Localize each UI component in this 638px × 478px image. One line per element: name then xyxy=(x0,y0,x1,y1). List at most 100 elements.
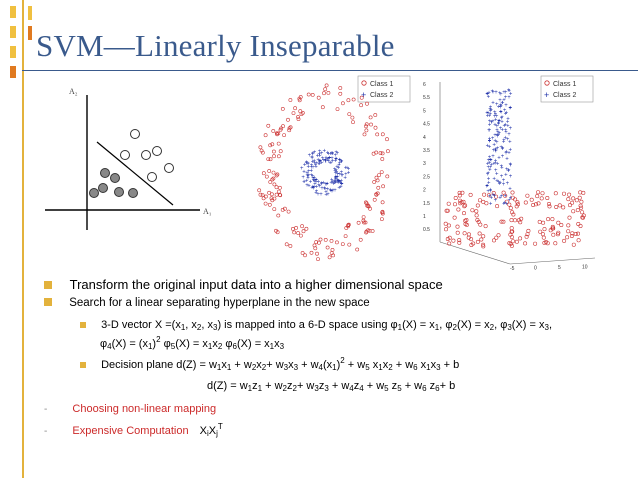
class2-point: + xyxy=(489,105,493,111)
class1-point xyxy=(266,157,271,162)
class1-point xyxy=(346,223,351,228)
class1-point xyxy=(547,204,552,209)
bullet-2: Search for a linear separating hyperplan… xyxy=(44,297,370,309)
class1-point xyxy=(478,222,483,227)
class2-point: + xyxy=(495,102,499,108)
class1-point xyxy=(540,191,545,196)
class2-point: + xyxy=(500,194,504,200)
class1-point xyxy=(258,145,263,150)
class2-point: + xyxy=(509,196,513,202)
class2-point: + xyxy=(340,182,344,188)
z-tick-label: 1.5 xyxy=(423,201,430,207)
class1-point xyxy=(535,194,540,199)
class1-point xyxy=(515,200,520,205)
class1-point xyxy=(578,203,583,208)
class1-point xyxy=(374,150,379,155)
class2-point: + xyxy=(488,168,492,174)
class1-point xyxy=(309,250,314,255)
class1-point xyxy=(523,200,528,205)
class2-point: + xyxy=(501,146,505,152)
corner-decoration xyxy=(10,6,16,18)
class1-point xyxy=(272,196,277,201)
class1-point xyxy=(351,120,355,125)
class1-point xyxy=(531,203,536,208)
class1-point xyxy=(464,222,469,227)
class2-point: + xyxy=(339,180,343,186)
z-tick-label: 5 xyxy=(423,108,426,114)
bullet-4-formula: Decision plane d(Z) = w1x1 + w2x2+ w3x3 … xyxy=(101,356,460,372)
class1-point xyxy=(288,98,293,102)
class1-point xyxy=(322,91,326,96)
class1-point xyxy=(494,194,499,199)
class1-point xyxy=(286,117,290,122)
class2-point: + xyxy=(488,194,492,200)
class2-point: + xyxy=(497,156,501,162)
class1-point xyxy=(481,199,486,204)
class2-point: + xyxy=(497,122,501,128)
class2-point: + xyxy=(312,178,316,184)
class1-point xyxy=(270,198,275,203)
class2-point: + xyxy=(340,159,344,165)
class2-point: + xyxy=(341,173,345,179)
open-point xyxy=(147,172,157,182)
class1-point xyxy=(369,122,373,127)
class2-point: + xyxy=(493,110,497,116)
class2-point: + xyxy=(319,192,323,198)
class2-point: + xyxy=(495,133,499,139)
bullet-4-line2: d(Z) = w1z1 + w2z2+ w3z3 + w4z4 + w5 z5 … xyxy=(207,380,456,393)
class2-point: + xyxy=(488,119,492,125)
class1-point xyxy=(315,251,319,256)
class2-point: + xyxy=(508,106,512,112)
class2-point: + xyxy=(490,120,494,126)
class1-point xyxy=(557,203,562,208)
class2-point: + xyxy=(494,149,498,155)
class1-point xyxy=(545,196,550,201)
class1-point xyxy=(271,129,276,133)
class2-point: + xyxy=(486,171,490,177)
class2-point: + xyxy=(327,159,331,165)
figure-2d-separation: A₂ A₁ xyxy=(45,87,212,230)
class1-point xyxy=(554,205,559,210)
class1-point xyxy=(374,192,379,197)
class1-point xyxy=(571,196,576,201)
class2-point: + xyxy=(487,180,491,186)
class1-point xyxy=(455,224,460,229)
class2-point: + xyxy=(306,161,310,167)
class2-point: + xyxy=(325,182,329,188)
class1-point xyxy=(486,193,491,198)
x-tick-label: 5 xyxy=(558,265,561,271)
class2-point: + xyxy=(309,179,313,185)
class1-point xyxy=(474,213,479,218)
class1-point xyxy=(538,229,543,234)
class2-point: + xyxy=(495,128,499,134)
class1-point xyxy=(559,223,564,228)
class2-point: + xyxy=(491,90,495,96)
class1-point xyxy=(346,98,351,103)
corner-decoration xyxy=(10,26,16,38)
class2-point: + xyxy=(339,184,343,190)
class2-point: + xyxy=(504,111,508,117)
class2-point: + xyxy=(491,154,495,160)
class2-point: + xyxy=(489,112,493,118)
class2-point: + xyxy=(340,159,344,165)
class1-point xyxy=(261,196,266,201)
class1-point xyxy=(536,201,541,206)
class1-point xyxy=(456,207,461,212)
class2-point: + xyxy=(330,156,334,162)
z-tick-label: 2 xyxy=(423,188,426,194)
class2-point: + xyxy=(499,103,503,109)
class2-point: + xyxy=(310,156,314,162)
bullet-1-text: Transform the original input data into a… xyxy=(69,277,443,292)
bullet-5: - Choosing non-linear mapping xyxy=(44,403,216,415)
class2-point: + xyxy=(338,158,342,164)
class1-point xyxy=(264,174,269,179)
class2-point: + xyxy=(334,176,338,182)
z-tick-label: 4 xyxy=(423,135,426,141)
class1-point xyxy=(338,86,343,90)
class1-point xyxy=(280,207,285,212)
class1-point xyxy=(316,95,321,100)
bullet-5-text: Choosing non-linear mapping xyxy=(72,403,217,415)
class2-point: + xyxy=(319,159,323,165)
class1-point xyxy=(380,157,385,161)
class2-point: + xyxy=(303,163,307,169)
